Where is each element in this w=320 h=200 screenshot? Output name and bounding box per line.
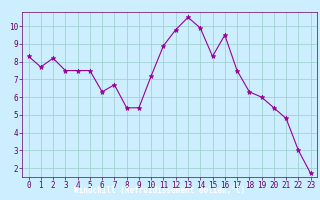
Text: Windchill (Refroidissement éolien,°C): Windchill (Refroidissement éolien,°C) <box>75 186 245 195</box>
